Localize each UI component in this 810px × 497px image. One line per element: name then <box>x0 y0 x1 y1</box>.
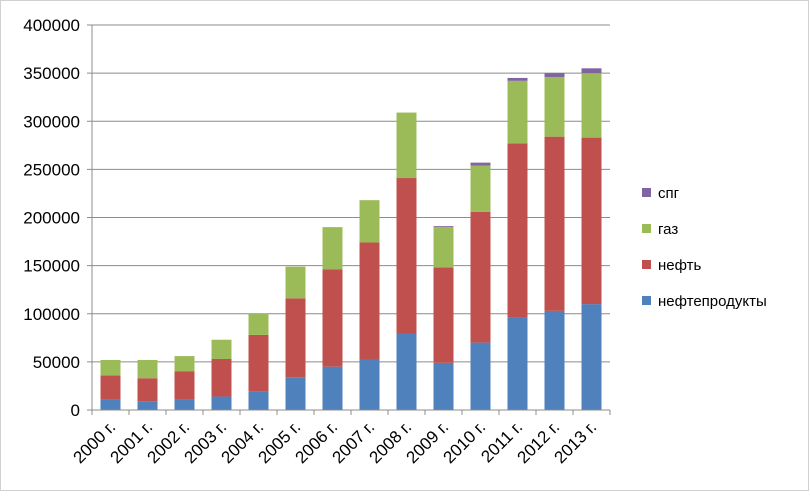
bar-segment <box>211 396 232 410</box>
bar-segment <box>248 391 269 410</box>
bar-segment <box>285 298 306 378</box>
bar-segment <box>470 165 491 212</box>
y-tick-label: 150000 <box>23 257 80 276</box>
bar-segment <box>581 68 602 74</box>
axes <box>87 24 611 415</box>
bar-segment <box>322 366 343 410</box>
y-tick-label: 350000 <box>23 64 80 83</box>
bar-segment <box>544 136 565 311</box>
bar-segment <box>322 269 343 367</box>
bar-segment <box>470 342 491 410</box>
bar-segment <box>174 399 195 410</box>
bar-segment <box>174 371 195 400</box>
y-tick-label: 250000 <box>23 160 80 179</box>
bar-segment <box>433 227 454 268</box>
bar-segment <box>544 76 565 137</box>
y-axis-ticks: 0 50000 100000 150000 200000 250000 300000 3500… <box>23 16 80 420</box>
bar-segment <box>396 112 417 179</box>
bar-segment <box>285 266 306 299</box>
bar-segment <box>100 359 121 376</box>
legend-label: газ <box>658 221 678 238</box>
bar-segment <box>507 143 528 318</box>
bar-segment <box>100 399 121 410</box>
bar-segment <box>507 80 528 144</box>
bars <box>100 68 602 410</box>
bar-segment <box>359 200 380 243</box>
y-tick-label: 100000 <box>23 305 80 324</box>
bar-segment <box>248 334 269 392</box>
legend-label: спг <box>658 185 680 202</box>
bar-segment <box>137 378 158 402</box>
bar-segment <box>100 375 121 400</box>
bar-segment <box>544 73 565 77</box>
bar-segment <box>470 162 491 166</box>
bar-segment <box>507 77 528 81</box>
legend-swatch <box>642 188 651 197</box>
bar-segment <box>137 401 158 410</box>
bar-segment <box>581 73 602 138</box>
y-tick-label: 0 <box>71 401 80 420</box>
legend-label: нефть <box>658 257 702 274</box>
legend: спг газ нефть нефтепродукты <box>642 185 767 310</box>
y-tick-label: 300000 <box>23 112 80 131</box>
bar-segment <box>581 137 602 305</box>
bar-segment <box>396 178 417 334</box>
bar-segment <box>433 362 454 410</box>
bar-segment <box>470 211 491 343</box>
bar-segment <box>137 359 158 379</box>
legend-label: нефтепродукты <box>658 293 767 310</box>
bar-segment <box>322 227 343 270</box>
legend-swatch <box>642 296 651 305</box>
bar-segment <box>507 317 528 410</box>
bar-segment <box>359 242 380 360</box>
bar-segment <box>396 333 417 410</box>
y-tick-label: 50000 <box>33 353 80 372</box>
bar-segment <box>211 358 232 397</box>
bar-segment <box>544 310 565 410</box>
y-tick-label: 200000 <box>23 209 80 228</box>
legend-swatch <box>642 224 651 233</box>
legend-swatch <box>642 260 651 269</box>
bar-segment <box>248 313 269 335</box>
bar-segment <box>581 304 602 410</box>
y-tick-label: 400000 <box>23 16 80 35</box>
bar-segment <box>433 226 454 228</box>
bar-segment <box>359 359 380 410</box>
bar-segment <box>211 339 232 359</box>
bar-segment <box>285 377 306 410</box>
bar-segment <box>174 356 195 372</box>
bar-segment <box>433 267 454 363</box>
